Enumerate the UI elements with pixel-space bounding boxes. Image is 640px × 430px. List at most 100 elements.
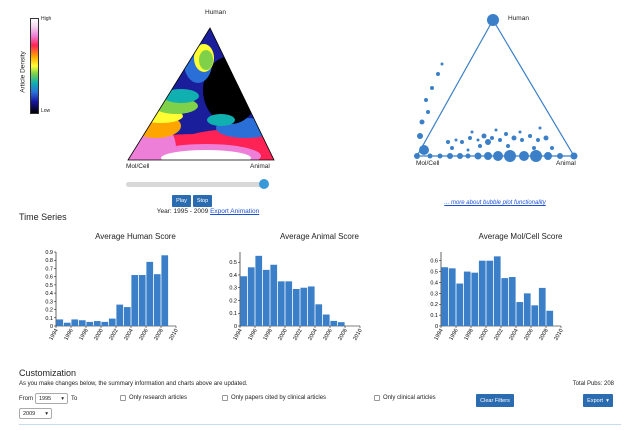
total-pubs: Total Pubs: 208 bbox=[572, 381, 614, 387]
bar-2004 bbox=[131, 275, 139, 326]
to-year-select[interactable]: 2009 ▾ bbox=[19, 408, 52, 419]
bar-2000 bbox=[285, 281, 293, 326]
bubble bbox=[511, 135, 517, 141]
from-year-select[interactable]: 1995 ▾ bbox=[35, 393, 68, 404]
x-tick-label: 2006 bbox=[138, 328, 149, 342]
clear-filters-button[interactable]: Clear Filters bbox=[476, 394, 514, 407]
bar-2001 bbox=[108, 318, 116, 326]
bar-2004 bbox=[315, 304, 323, 326]
checkbox[interactable] bbox=[120, 395, 126, 401]
x-tick-label: 1994 bbox=[433, 328, 444, 342]
summary-note: As you make changes below, the summary i… bbox=[19, 381, 248, 387]
bubble bbox=[490, 136, 494, 140]
stop-button[interactable]: Stop bbox=[193, 195, 212, 207]
bubble-plot-help-link[interactable]: ... more about bubble plot functionality bbox=[444, 200, 546, 206]
bar-2007 bbox=[337, 322, 345, 326]
x-tick-label: 2006 bbox=[523, 328, 534, 342]
bubble bbox=[532, 146, 536, 150]
density-color-legend bbox=[30, 18, 39, 114]
x-tick-label: 2008 bbox=[337, 328, 348, 342]
molcell-score-chart: Average Mol/Cell Score 0 0.1 0.2 0.3 0.4 0.5 0… bbox=[423, 232, 618, 372]
bubble bbox=[478, 144, 482, 148]
slider-handle[interactable] bbox=[259, 179, 269, 189]
bubble bbox=[460, 140, 464, 144]
bar-1997 bbox=[78, 320, 86, 326]
bar-2005 bbox=[523, 293, 531, 326]
bar-2002 bbox=[300, 287, 308, 326]
slider-track[interactable] bbox=[126, 182, 264, 187]
clinical-articles-filter[interactable]: Only clinical articles bbox=[374, 395, 436, 401]
year-slider[interactable] bbox=[126, 179, 269, 189]
x-tick-label: 2010 bbox=[168, 328, 179, 342]
bubble-triangle-plot bbox=[414, 14, 578, 162]
y-tick-label: 0 bbox=[50, 324, 53, 330]
bubble bbox=[506, 144, 510, 148]
density-molcell-label: Mol/Cell bbox=[126, 163, 150, 170]
human-score-chart: Average Human Score 0 0.1 0.2 0.3 0.4 0.5 0.6 0… bbox=[38, 232, 233, 372]
bubble bbox=[466, 148, 470, 152]
export-animation-link[interactable]: Export Animation bbox=[210, 208, 260, 215]
y-tick-label: 0.7 bbox=[45, 266, 53, 272]
x-tick-label: 2010 bbox=[352, 328, 363, 342]
bubble bbox=[494, 128, 498, 132]
bubble bbox=[465, 153, 471, 159]
bar-2003 bbox=[307, 286, 315, 326]
bar-1994 bbox=[441, 267, 449, 326]
export-label: Export bbox=[587, 397, 604, 404]
bubble bbox=[485, 139, 491, 145]
bar-1998 bbox=[86, 321, 94, 326]
bubble bbox=[538, 126, 542, 130]
divider bbox=[19, 424, 621, 425]
legend-label: Article Density bbox=[19, 51, 27, 93]
caret-down-icon: ▾ bbox=[606, 397, 609, 404]
year-range-line: Year: 1995 - 2009 Export Animation bbox=[126, 208, 290, 215]
bar-1994 bbox=[240, 276, 248, 326]
bubble bbox=[543, 135, 549, 141]
bar-2007 bbox=[538, 287, 546, 326]
cited-papers-filter[interactable]: Only papers cited by clinical articles bbox=[222, 395, 326, 401]
bar-2005 bbox=[138, 275, 146, 326]
bar-2000 bbox=[486, 260, 494, 326]
to-label: To bbox=[71, 396, 78, 402]
x-tick-label: 2000 bbox=[478, 328, 489, 342]
x-tick-label: 1996 bbox=[63, 328, 74, 342]
bubble bbox=[447, 153, 453, 159]
bubble bbox=[530, 150, 542, 162]
bar-2005 bbox=[322, 314, 330, 326]
bar-2001 bbox=[292, 289, 300, 326]
density-animal-label: Animal bbox=[250, 163, 270, 170]
y-tick-label: 0.2 bbox=[45, 308, 53, 314]
bar-2001 bbox=[493, 256, 501, 326]
legend-low-label: Low bbox=[41, 108, 51, 114]
bar-2007 bbox=[153, 274, 161, 326]
bubble bbox=[487, 14, 499, 26]
bubble bbox=[424, 98, 428, 102]
bar-1996 bbox=[71, 319, 79, 326]
export-dropdown-button[interactable]: Export ▾ bbox=[583, 394, 613, 407]
x-tick-label: 2000 bbox=[93, 328, 104, 342]
bar-1998 bbox=[471, 272, 479, 326]
bubble bbox=[427, 153, 433, 159]
bubble bbox=[498, 138, 502, 142]
bubble bbox=[414, 153, 420, 159]
play-button[interactable]: Play bbox=[172, 195, 191, 207]
customization-heading: Customization bbox=[19, 368, 77, 378]
y-tick-label: 0.1 bbox=[430, 313, 438, 319]
time-series-heading: Time Series bbox=[19, 212, 67, 222]
research-articles-filter[interactable]: Only research articles bbox=[120, 395, 187, 401]
x-tick-label: 2008 bbox=[538, 328, 549, 342]
bar-1999 bbox=[478, 260, 486, 326]
bar-2000 bbox=[101, 321, 109, 326]
y-tick-label: 0.9 bbox=[45, 250, 53, 256]
to-year-value: 2009 bbox=[23, 410, 36, 417]
animal-score-svg: 0 0.1 0.2 0.3 0.4 0.5 1994 1996 1998 2000 2002 2004… bbox=[229, 252, 364, 342]
y-tick-label: 0 bbox=[234, 324, 237, 330]
checkbox[interactable] bbox=[222, 395, 228, 401]
y-tick-label: 0.5 bbox=[229, 260, 237, 266]
y-tick-label: 0.4 bbox=[45, 291, 53, 297]
bubble bbox=[426, 110, 430, 114]
y-tick-label: 0.6 bbox=[45, 275, 53, 281]
y-tick-label: 0 bbox=[435, 324, 438, 330]
bubble-molcell-label: Mol/Cell bbox=[416, 160, 440, 167]
checkbox[interactable] bbox=[374, 395, 380, 401]
